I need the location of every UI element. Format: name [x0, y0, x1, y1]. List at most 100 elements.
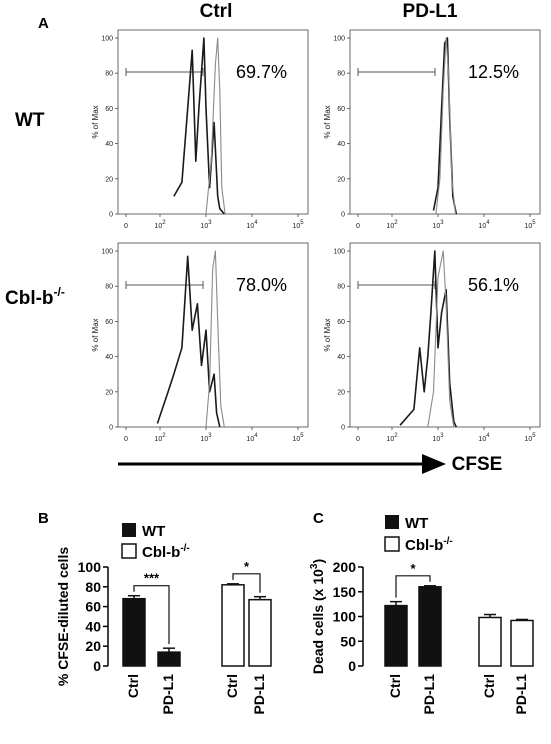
legend-c-cblb-label: Cbl-b-/- — [405, 536, 453, 554]
bar-category-label: PD-L1 — [421, 674, 437, 715]
histogram-xtick-label: 103 — [432, 433, 444, 443]
histogram-xtick-base: 10 — [432, 223, 440, 230]
column-header-ctrl: Ctrl — [200, 1, 233, 22]
histogram-xtick-base: 10 — [246, 436, 254, 443]
bar-chart-c: 0 50 100 150 200 Dead cells (x 103) Ctrl PD-L1 C… — [309, 559, 534, 715]
histogram-xtick-exp: 5 — [532, 220, 536, 226]
histogram-xtick-exp: 4 — [486, 433, 490, 439]
bar-ylabel-sup: 3 — [309, 563, 320, 569]
bar-ylabel: % CFSE-diluted cells — [55, 547, 71, 686]
bar-ylabel: Dead cells (x 103) — [309, 559, 326, 674]
histogram-control-curve — [205, 250, 225, 428]
histogram-xtick-label: 105 — [292, 433, 304, 443]
histogram-ytick-label: 20 — [337, 389, 345, 396]
histogram-xtick-exp: 5 — [300, 433, 304, 439]
legend-b-wt-swatch — [122, 523, 136, 537]
bar-ytick-label: 20 — [85, 638, 101, 654]
histogram-ytick-label: 60 — [105, 319, 113, 326]
histogram-frame — [117, 29, 309, 215]
panel-label-a: A — [38, 15, 49, 32]
histogram-xtick-label: 104 — [478, 433, 490, 443]
histogram-xtick-base: 10 — [246, 223, 254, 230]
histogram-xtick-exp: 3 — [208, 433, 212, 439]
legend-c-cblb-swatch — [384, 536, 400, 552]
histogram-ytick-label: 20 — [105, 389, 113, 396]
row-header-cblb-sup: -/- — [54, 285, 65, 299]
histogram-ytick-label: 0 — [109, 425, 113, 432]
histogram-xtick-label: 102 — [386, 433, 398, 443]
bar-ytick-label: 80 — [85, 579, 101, 595]
legend-c-cblb-base: Cbl-b — [405, 537, 443, 554]
bar-category-label: Ctrl — [387, 674, 403, 698]
histogram-ytick-label: 100 — [333, 36, 345, 43]
bar-category-label: Ctrl — [481, 674, 497, 698]
row-header-cblb: Cbl-b-/- — [5, 285, 65, 309]
histogram-frame — [349, 29, 541, 215]
histogram-xtick-base: 10 — [292, 436, 300, 443]
bar-ytick-label: 100 — [78, 559, 102, 575]
histogram-xtick-label: 103 — [432, 220, 444, 230]
histogram-xtick-label: 102 — [154, 433, 166, 443]
histogram-ytick-label: 40 — [105, 141, 113, 148]
histogram-ytick-label: 60 — [337, 106, 345, 113]
histogram-ytick-label: 80 — [105, 284, 113, 291]
histogram-sample-curve — [173, 37, 225, 215]
bar-category-label: PD-L1 — [251, 674, 267, 715]
histogram-ytick-label: 60 — [105, 106, 113, 113]
histogram-xtick-exp: 5 — [532, 433, 536, 439]
histogram-xtick-label: 104 — [246, 220, 258, 230]
histogram-xtick-label: 0 — [356, 436, 360, 443]
histogram-ytick-label: 100 — [101, 249, 113, 256]
significance-bracket — [395, 575, 431, 598]
histogram-xtick-exp: 4 — [254, 433, 258, 439]
bar-category-label: PD-L1 — [513, 674, 529, 715]
histogram-xtick-exp: 4 — [254, 220, 258, 226]
histogram-xtick-exp: 3 — [208, 220, 212, 226]
histogram-control-curve — [435, 37, 457, 215]
bar-chart-b: 0 20 40 60 80 100 % CFSE-diluted cells Ctrl PD-L… — [55, 547, 272, 715]
histogram-xtick-base: 10 — [386, 223, 394, 230]
histogram-ytick-label: 0 — [341, 425, 345, 432]
cfse-arrow-head — [422, 454, 446, 474]
gate-percent: 56.1% — [468, 275, 519, 295]
histogram-xtick-base: 10 — [292, 223, 300, 230]
histogram-xtick-exp: 2 — [394, 220, 398, 226]
legend-b-cblb-base: Cbl-b — [142, 544, 180, 561]
histogram-frame — [117, 242, 309, 428]
histogram-xtick-base: 10 — [200, 223, 208, 230]
histogram-ytick-label: 40 — [337, 354, 345, 361]
histogram-xtick-label: 0 — [124, 223, 128, 230]
gate-percent: 69.7% — [236, 62, 287, 82]
histogram-sample-curve — [399, 250, 458, 428]
histogram-ylabel: % of Max — [323, 318, 332, 351]
histogram-xtick-exp: 2 — [162, 433, 166, 439]
histogram-xtick-base: 10 — [432, 436, 440, 443]
histogram-xtick-label: 102 — [386, 220, 398, 230]
legend-b-cblb-swatch — [121, 543, 137, 559]
significance-label: *** — [144, 571, 160, 586]
histogram-xtick-base: 10 — [154, 436, 162, 443]
gate-percent: 78.0% — [236, 275, 287, 295]
histogram-xtick-exp: 5 — [300, 220, 304, 226]
histogram-sample-curve — [156, 255, 221, 428]
histogram-ytick-label: 100 — [333, 249, 345, 256]
significance-label: * — [410, 561, 416, 576]
bar-category-label: Ctrl — [125, 674, 141, 698]
histogram-xtick-base: 10 — [386, 436, 394, 443]
histogram-ytick-label: 40 — [105, 354, 113, 361]
bar-ytick-label: 50 — [340, 633, 356, 649]
bar-ytick-label: 0 — [348, 658, 356, 674]
bar — [122, 597, 146, 667]
histogram-xtick-base: 0 — [356, 436, 360, 443]
bar-ytick-label: 0 — [93, 658, 101, 674]
bar-ytick-label: 200 — [333, 559, 357, 575]
histogram-xtick-label: 0 — [124, 436, 128, 443]
legend-c-wt-swatch — [385, 515, 399, 529]
histogram-ytick-label: 100 — [101, 36, 113, 43]
histogram-ylabel: % of Max — [323, 105, 332, 138]
histogram-xtick-label: 102 — [154, 220, 166, 230]
